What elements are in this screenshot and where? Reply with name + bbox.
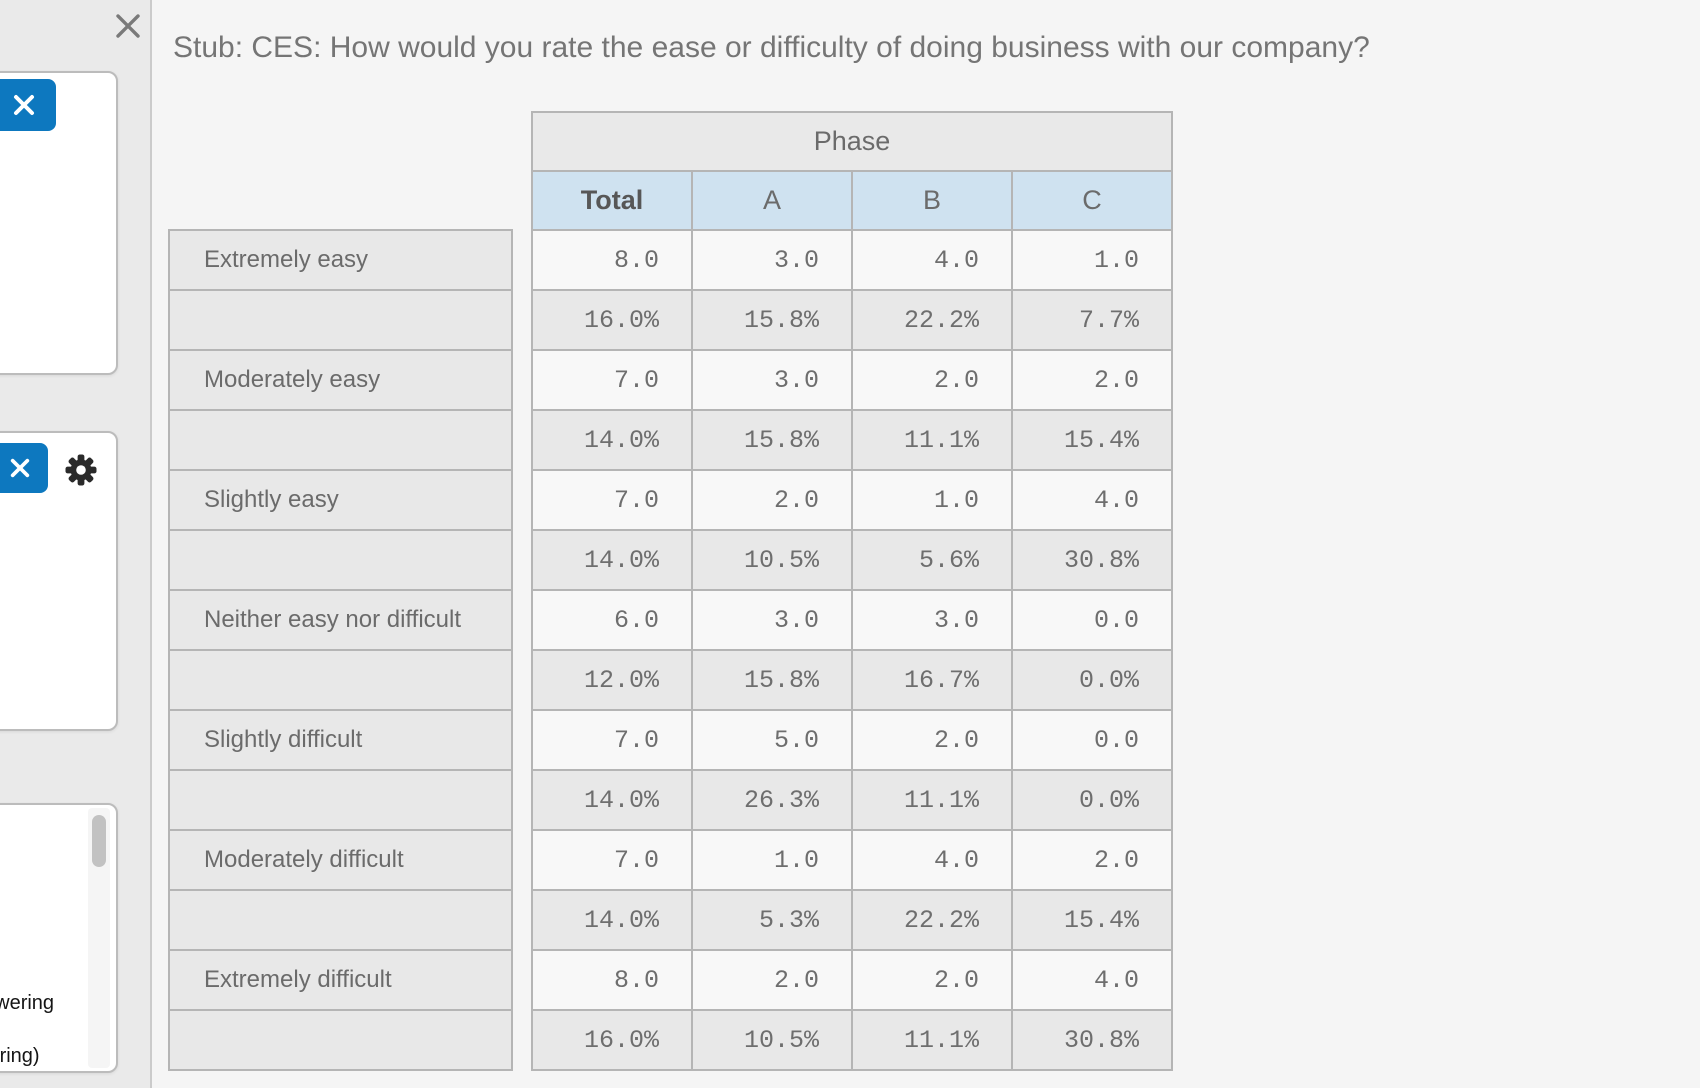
value-cell: 10.5%: [693, 531, 851, 589]
settings-button[interactable]: [62, 452, 100, 488]
value-cell: 1.0: [1013, 231, 1171, 289]
value-cell: 26.3%: [693, 771, 851, 829]
row-label: Moderately easy: [170, 351, 511, 409]
row-label: [170, 771, 511, 829]
value-cell: 2.0: [693, 471, 851, 529]
row-label: Extremely easy: [170, 231, 511, 289]
value-cell: 14.0%: [533, 771, 691, 829]
row-label: [170, 1011, 511, 1069]
value-cell: 2.0: [1013, 351, 1171, 409]
value-cell: 22.2%: [853, 291, 1011, 349]
value-cell: 15.8%: [693, 651, 851, 709]
value-cell: 8.0: [533, 231, 691, 289]
row-label: Moderately difficult: [170, 831, 511, 889]
remove-button-2[interactable]: [0, 443, 48, 493]
scrollbar-thumb[interactable]: [92, 815, 106, 867]
value-cell: 1.0: [693, 831, 851, 889]
value-cell: 30.8%: [1013, 1011, 1171, 1069]
value-cell: 0.0: [1013, 711, 1171, 769]
widget-card-3: nswering wering): [0, 803, 118, 1073]
value-cell: 12.0%: [533, 651, 691, 709]
value-cell: 1.0: [853, 471, 1011, 529]
value-cell: 16.0%: [533, 291, 691, 349]
value-cell: 14.0%: [533, 891, 691, 949]
value-cell: 3.0: [693, 591, 851, 649]
value-cell: 4.0: [1013, 951, 1171, 1009]
value-cell: 16.0%: [533, 1011, 691, 1069]
value-cell: 11.1%: [853, 411, 1011, 469]
remove-button-1[interactable]: [0, 79, 56, 131]
value-cell: 14.0%: [533, 531, 691, 589]
column-header-b: B: [853, 172, 1011, 229]
clipped-text-line: nswering: [0, 992, 55, 1014]
value-cell: 11.1%: [853, 771, 1011, 829]
clipped-text-line: wering): [0, 1045, 40, 1067]
value-cell: 5.3%: [693, 891, 851, 949]
row-label: [170, 891, 511, 949]
gear-icon: [65, 454, 97, 486]
value-cell: 0.0%: [1013, 771, 1171, 829]
value-cell: 15.4%: [1013, 891, 1171, 949]
row-label: Slightly easy: [170, 471, 511, 529]
value-cell: 14.0%: [533, 411, 691, 469]
value-cell: 7.0: [533, 471, 691, 529]
value-cell: 7.0: [533, 711, 691, 769]
row-label: Extremely difficult: [170, 951, 511, 1009]
value-cell: 22.2%: [853, 891, 1011, 949]
value-cell: 6.0: [533, 591, 691, 649]
value-cell: 2.0: [853, 951, 1011, 1009]
value-cell: 4.0: [853, 231, 1011, 289]
row-label: Neither easy nor difficult: [170, 591, 511, 649]
value-cell: 11.1%: [853, 1011, 1011, 1069]
value-cell: 8.0: [533, 951, 691, 1009]
value-cell: 15.8%: [693, 411, 851, 469]
row-label: [170, 291, 511, 349]
table-body: 8.0 3.0 4.0 1.0 16.0% 15.8% 22.2% 7.7% 7.0 3.0 2.0…: [531, 229, 1173, 1071]
value-cell: 7.0: [533, 831, 691, 889]
value-cell: 30.8%: [1013, 531, 1171, 589]
column-header-c: C: [1013, 172, 1171, 229]
value-cell: 4.0: [853, 831, 1011, 889]
column-header-a: A: [693, 172, 851, 229]
scrollbar-track[interactable]: [88, 808, 110, 1068]
value-cell: 7.0: [533, 351, 691, 409]
table-row-labels: Extremely easy Moderately easy Slightly ea…: [168, 229, 513, 1071]
row-label: [170, 531, 511, 589]
left-sidebar: nswering wering): [0, 0, 152, 1088]
value-cell: 2.0: [853, 711, 1011, 769]
close-icon[interactable]: [112, 10, 144, 42]
value-cell: 3.0: [693, 351, 851, 409]
value-cell: 4.0: [1013, 471, 1171, 529]
value-cell: 7.7%: [1013, 291, 1171, 349]
value-cell: 15.4%: [1013, 411, 1171, 469]
table-header: Phase Total A B C: [531, 111, 1173, 231]
row-label: [170, 411, 511, 469]
row-label: Slightly difficult: [170, 711, 511, 769]
x-icon: [14, 95, 34, 115]
value-cell: 15.8%: [693, 291, 851, 349]
value-cell: 2.0: [693, 951, 851, 1009]
value-cell: 2.0: [1013, 831, 1171, 889]
value-cell: 0.0: [1013, 591, 1171, 649]
value-cell: 16.7%: [853, 651, 1011, 709]
value-cell: 10.5%: [693, 1011, 851, 1069]
close-x-glyph: [116, 14, 140, 38]
value-cell: 5.0: [693, 711, 851, 769]
value-cell: 0.0%: [1013, 651, 1171, 709]
value-cell: 2.0: [853, 351, 1011, 409]
value-cell: 3.0: [853, 591, 1011, 649]
value-cell: 3.0: [693, 231, 851, 289]
x-icon: [10, 458, 30, 478]
row-label: [170, 651, 511, 709]
page-title: Stub: CES: How would you rate the ease o…: [173, 31, 1370, 64]
value-cell: 5.6%: [853, 531, 1011, 589]
widget-card-2: [0, 431, 118, 731]
column-header-total: Total: [533, 172, 691, 229]
column-group-header: Phase: [533, 113, 1171, 170]
